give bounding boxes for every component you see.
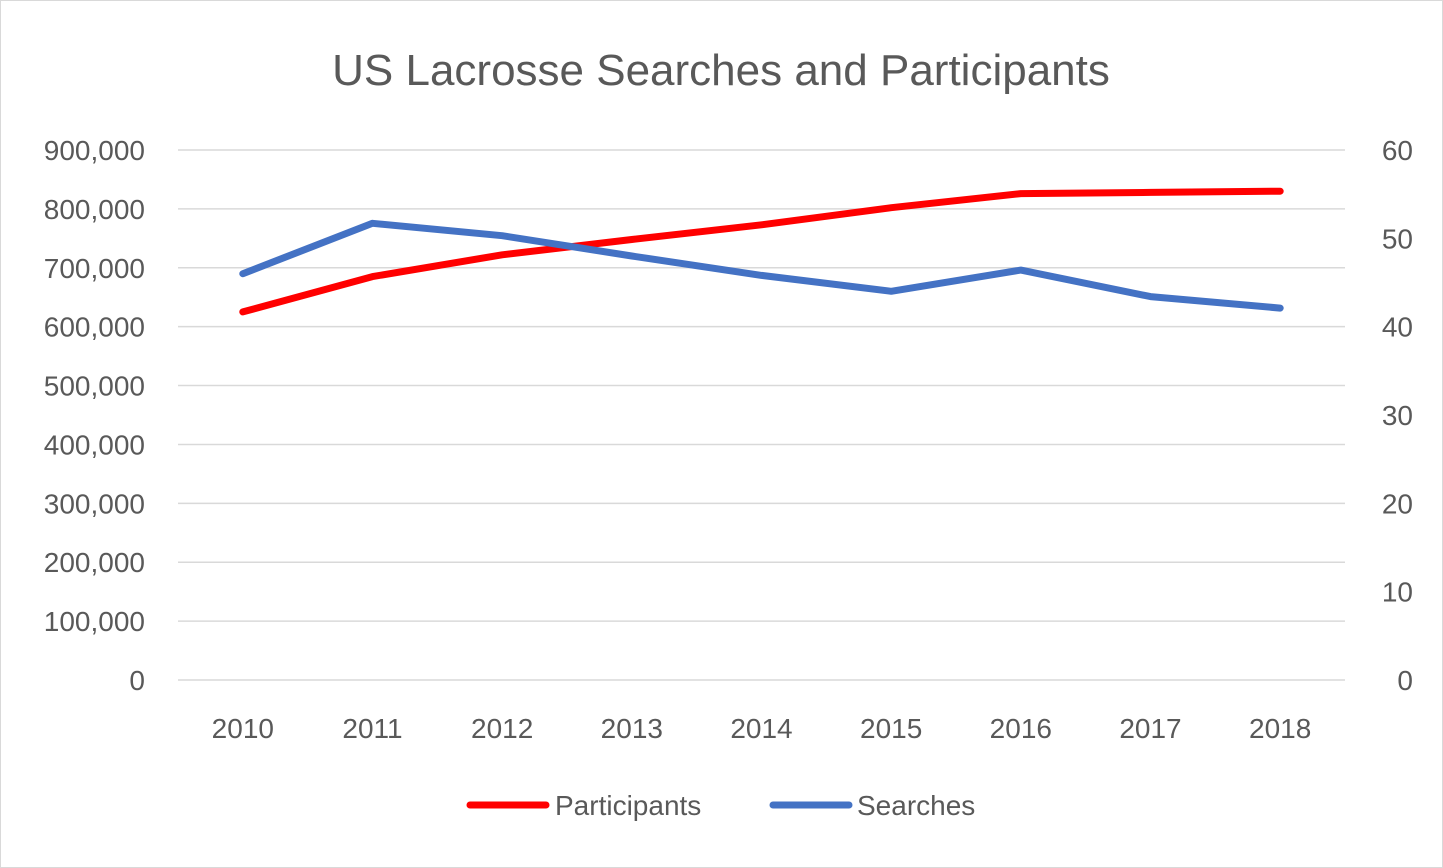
left-tick-label: 0 (129, 665, 145, 696)
left-tick-label: 500,000 (44, 371, 145, 402)
right-tick-label: 30 (1382, 400, 1413, 431)
x-tick-label: 2017 (1119, 713, 1181, 744)
left-y-axis: 0 100,000 200,000 300,000 400,000 500,000 600,… (44, 135, 145, 696)
x-tick-label: 2013 (601, 713, 663, 744)
right-y-axis: 0 10 20 30 40 50 60 (1382, 135, 1413, 696)
x-tick-label: 2012 (471, 713, 533, 744)
left-tick-label: 100,000 (44, 606, 145, 637)
x-tick-label: 2018 (1249, 713, 1311, 744)
right-tick-label: 40 (1382, 312, 1413, 343)
legend-label: Participants (555, 790, 701, 821)
legend[interactable]: Participants Searches (466, 790, 975, 821)
left-tick-label: 300,000 (44, 488, 145, 519)
x-tick-label: 2016 (990, 713, 1052, 744)
x-tick-label: 2011 (342, 713, 402, 744)
gridlines (178, 149, 1345, 681)
x-tick-label: 2010 (212, 713, 274, 744)
right-tick-label: 60 (1382, 135, 1413, 166)
right-tick-label: 20 (1382, 488, 1413, 519)
right-tick-label: 10 (1382, 577, 1413, 608)
chart-title: US Lacrosse Searches and Participants (332, 46, 1110, 95)
right-tick-label: 50 (1382, 223, 1413, 254)
left-tick-label: 200,000 (44, 547, 145, 578)
x-tick-label: 2015 (860, 713, 922, 744)
right-tick-label: 0 (1397, 665, 1413, 696)
legend-label: Searches (857, 790, 975, 821)
left-tick-label: 800,000 (44, 194, 145, 225)
left-tick-label: 400,000 (44, 429, 145, 460)
legend-item-participants[interactable]: Participants (466, 790, 701, 821)
series-lines (239, 187, 1284, 316)
left-tick-label: 600,000 (44, 312, 145, 343)
series-line-searches (239, 219, 1284, 312)
x-axis: 2010 2011 2012 2013 2014 2015 2016 2017 2018 (212, 713, 1312, 744)
left-tick-label: 900,000 (44, 135, 145, 166)
x-tick-label: 2014 (730, 713, 792, 744)
left-tick-label: 700,000 (44, 253, 145, 284)
legend-item-searches[interactable]: Searches (769, 790, 975, 821)
